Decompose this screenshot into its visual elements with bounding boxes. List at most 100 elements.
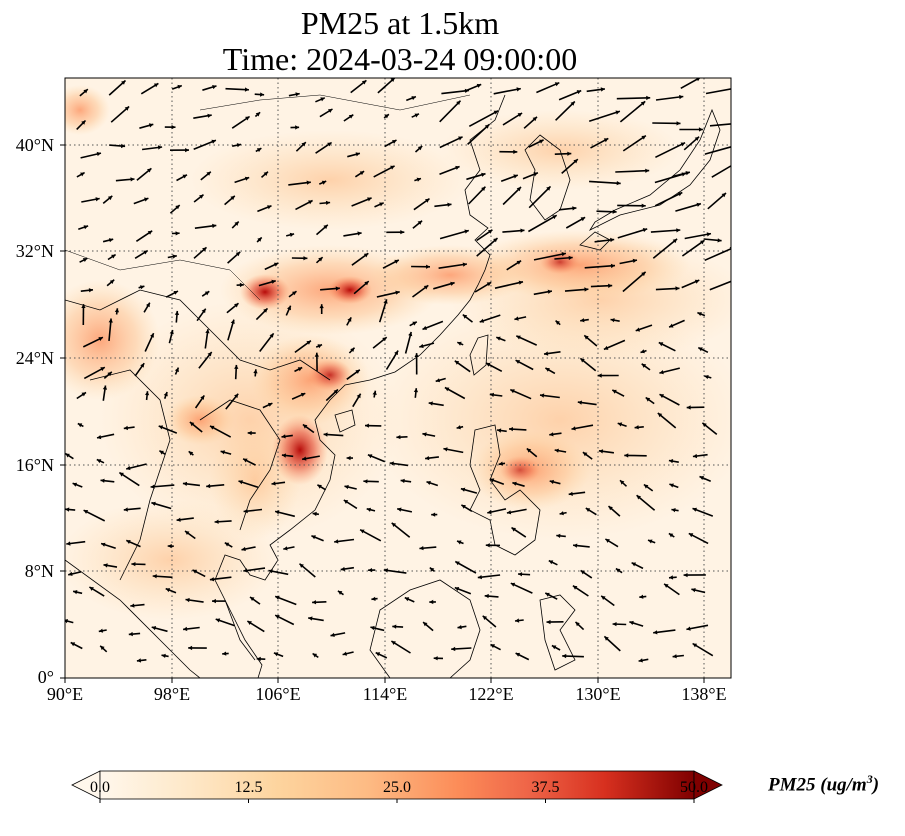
wind-arrow-head [275,510,280,515]
wind-arrow-shaft [655,95,684,101]
wind-arrow-head [256,656,261,662]
wind-arrow-head [686,626,691,631]
wind-arrow-head [572,585,578,590]
wind-arrow-head [610,237,615,243]
wind-arrow-head [289,232,295,237]
wind-arrow-head [435,378,441,383]
wind-arrow-head [96,151,101,157]
wind-arrow-head [489,392,494,397]
wind-arrow-head [202,247,207,252]
wind-arrow-head [404,597,410,602]
wind-arrow-shaft [510,582,533,594]
wind-arrow-head [456,425,461,430]
wind-arrow-head [396,435,401,440]
wind-arrow-head [514,316,519,321]
wind-arrow-head [257,237,262,242]
wind-arrow-head [244,176,250,181]
wind-arrow-head [610,318,615,323]
gridlines [65,78,731,678]
wind-arrow-head [518,572,523,577]
wind-arrow-head [144,197,149,202]
wind-arrow-head [601,595,606,600]
wind-arrow-head [395,290,400,295]
wind-arrow-shaft [704,247,731,262]
wind-arrow-head [123,425,128,431]
wind-arrow-head [238,480,243,485]
wind-arrow-head [239,282,244,288]
wind-arrow-head [447,202,452,207]
wind-arrow-head [706,232,711,237]
wind-arrow-head [243,458,248,463]
wind-arrow-head [314,352,319,357]
wind-arrow-head [641,135,646,140]
wind-arrow-head [281,434,286,439]
wind-arrow-head [394,350,399,356]
wind-arrow-head [425,198,430,203]
wind-arrow-head [88,288,93,293]
wind-arrow-head [306,180,311,185]
wind-arrow-head [123,507,128,512]
wind-arrow-head [343,500,349,504]
wind-arrow-head [379,202,384,207]
wind-arrow-head [668,459,674,464]
lon-label-98e: 98°E [153,684,191,704]
wind-arrow-head [65,453,70,458]
wind-arrow-head [328,109,333,113]
wind-arrow-head [488,229,493,234]
wind-arrow-head [83,225,89,230]
wind-arrow-head [580,570,586,575]
wind-arrow-head [696,202,701,207]
wind-arrow-head [392,624,397,629]
wind-arrow-head [464,229,469,234]
wind-arrow-head [677,192,683,197]
wind-arrow-shaft [467,123,490,145]
wind-arrow-head [598,449,604,454]
wind-arrow-head [391,641,396,645]
wind-arrow-shaft [528,185,552,209]
wind-arrow-head [515,618,520,623]
wind-arrow-head [382,337,387,342]
lat-label-16n: 16°N [15,455,54,475]
wind-arrow-head [615,568,621,573]
wind-arrow-head [183,626,188,632]
wind-arrow-head [255,112,261,117]
wind-arrow-head [559,511,564,516]
wind-arrow-head [205,329,210,334]
wind-arrow-head [658,342,664,347]
wind-arrow-head [297,367,303,372]
wind-arrow-head [89,587,94,591]
wind-arrow-head [169,330,174,335]
wind-arrow-head [346,455,351,461]
wind-arrow-head [738,121,742,125]
wind-arrow-head [130,603,135,608]
wind-arrow-head [268,569,273,574]
wind-arrow-head [573,159,578,164]
wind-arrow-head [691,588,696,593]
wind-arrow-head [302,424,308,429]
wind-arrow-shaft [589,180,621,185]
wind-arrow-head [230,319,235,324]
wind-arrow-head [356,393,361,399]
wind-arrow-head [462,262,467,267]
wind-arrow-head [717,238,722,243]
wind-arrow-head [81,304,86,308]
wind-arrow-head [417,146,423,151]
wind-arrow-head [411,96,416,101]
wind-arrow-head [688,533,694,538]
wind-arrow-head [267,402,273,407]
wind-arrow-head [206,483,211,489]
wind-arrow-head [697,312,702,316]
wind-arrow-head [330,632,335,637]
wind-arrow-head [102,385,108,390]
wind-arrow-shaft [622,134,647,152]
wind-arrow-head [506,510,512,515]
wind-arrow-head [694,279,700,284]
wind-arrow-head [136,658,141,663]
wind-arrow-head [604,636,609,641]
wind-arrow-head [413,388,419,393]
wind-arrow-head [98,628,104,633]
wind-arrow-head [247,430,252,436]
wind-arrow-head [363,253,369,258]
wind-arrow-head [66,541,71,546]
wind-arrow-head [638,658,643,663]
